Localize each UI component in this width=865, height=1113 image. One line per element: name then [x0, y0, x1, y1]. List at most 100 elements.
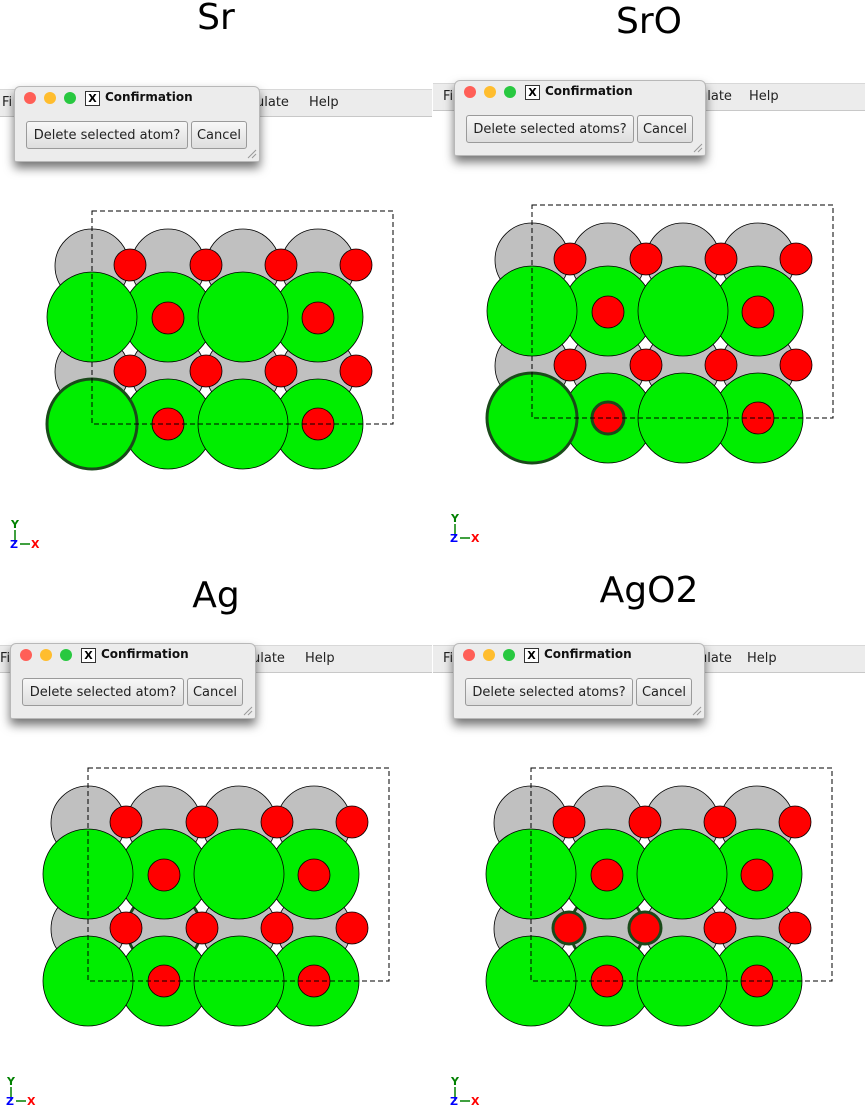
oxygen-atom[interactable] — [778, 805, 812, 839]
oxygen-atom[interactable] — [189, 248, 223, 282]
menu-file[interactable]: Fi — [2, 95, 13, 110]
cancel-button[interactable]: Cancel — [636, 678, 692, 706]
sr-atom[interactable] — [485, 371, 579, 465]
axis-indicator: Y Z X — [10, 518, 40, 551]
menu-help[interactable]: Help — [747, 651, 777, 666]
oxygen-atom[interactable] — [264, 248, 298, 282]
oxygen-atom[interactable] — [740, 858, 774, 892]
oxygen-atom[interactable] — [629, 242, 663, 276]
oxygen-atom[interactable] — [551, 910, 587, 946]
maximize-window-button[interactable] — [64, 92, 76, 104]
menu-calculate[interactable]: ulate — [252, 651, 285, 666]
delete-confirm-button[interactable]: Delete selected atoms? — [465, 678, 633, 706]
maximize-window-button[interactable] — [60, 649, 72, 661]
menu-calculate[interactable]: ulate — [699, 651, 732, 666]
oxygen-atom[interactable] — [703, 805, 737, 839]
menu-file[interactable]: Fi — [443, 651, 454, 666]
oxygen-atom[interactable] — [553, 242, 587, 276]
oxygen-atom[interactable] — [335, 805, 369, 839]
panel-ago2: AgO2 Fi ulate Help X Confirmation Delete… — [433, 557, 865, 1113]
cancel-button[interactable]: Cancel — [191, 121, 247, 149]
menu-file[interactable]: Fi — [0, 651, 11, 666]
resize-grip-icon[interactable] — [247, 149, 257, 159]
oxygen-atom[interactable] — [189, 354, 223, 388]
oxygen-atom[interactable] — [260, 805, 294, 839]
oxygen-atom[interactable] — [113, 354, 147, 388]
cancel-button[interactable]: Cancel — [637, 115, 693, 143]
dialog-titlebar[interactable]: X Confirmation — [15, 87, 259, 109]
structure-view[interactable] — [433, 0, 865, 556]
oxygen-atom[interactable] — [590, 858, 624, 892]
oxygen-atom[interactable] — [339, 248, 373, 282]
unit-cell-outline[interactable] — [531, 204, 834, 419]
oxygen-atom[interactable] — [552, 805, 586, 839]
resize-grip-icon[interactable] — [692, 706, 702, 716]
oxygen-atom[interactable] — [704, 242, 738, 276]
delete-confirm-button[interactable]: Delete selected atom? — [26, 121, 188, 149]
oxygen-atom[interactable] — [704, 348, 738, 382]
oxygen-atom[interactable] — [339, 354, 373, 388]
oxygen-atom[interactable] — [185, 911, 219, 945]
menu-file[interactable]: Fi — [443, 89, 454, 104]
delete-confirm-button[interactable]: Delete selected atoms? — [466, 115, 634, 143]
resize-grip-icon[interactable] — [243, 706, 253, 716]
maximize-window-button[interactable] — [503, 649, 515, 661]
minimize-window-button[interactable] — [44, 92, 56, 104]
sr-atom[interactable] — [42, 935, 134, 1027]
oxygen-atom[interactable] — [185, 805, 219, 839]
delete-confirm-button[interactable]: Delete selected atom? — [22, 678, 184, 706]
sr-atom[interactable] — [636, 828, 728, 920]
close-window-button[interactable] — [464, 86, 476, 98]
unit-cell-outline[interactable] — [530, 767, 833, 982]
oxygen-atom[interactable] — [628, 805, 662, 839]
oxygen-atom[interactable] — [779, 348, 813, 382]
oxygen-atom[interactable] — [553, 348, 587, 382]
oxygen-atom[interactable] — [741, 295, 775, 329]
dialog-titlebar[interactable]: X Confirmation — [455, 81, 705, 103]
oxygen-atom[interactable] — [629, 348, 663, 382]
unit-cell-outline[interactable] — [91, 210, 394, 425]
oxygen-atom[interactable] — [147, 858, 181, 892]
oxygen-atom[interactable] — [779, 242, 813, 276]
close-window-button[interactable] — [20, 649, 32, 661]
oxygen-atom[interactable] — [260, 911, 294, 945]
menu-calculate[interactable]: ulate — [256, 95, 289, 110]
sr-atom[interactable] — [197, 271, 289, 363]
close-window-button[interactable] — [463, 649, 475, 661]
minimize-window-button[interactable] — [484, 86, 496, 98]
menu-help[interactable]: Help — [309, 95, 339, 110]
confirmation-dialog: X Confirmation Delete selected atoms? Ca… — [453, 643, 705, 719]
minimize-window-button[interactable] — [483, 649, 495, 661]
oxygen-atom[interactable] — [778, 911, 812, 945]
minimize-window-button[interactable] — [40, 649, 52, 661]
maximize-window-button[interactable] — [504, 86, 516, 98]
sr-atom[interactable] — [637, 265, 729, 357]
cancel-button[interactable]: Cancel — [187, 678, 243, 706]
structure-view[interactable] — [433, 557, 865, 1113]
close-window-button[interactable] — [24, 92, 36, 104]
oxygen-atom[interactable] — [335, 911, 369, 945]
oxygen-atom[interactable] — [301, 301, 335, 335]
menu-help[interactable]: Help — [749, 89, 779, 104]
confirmation-dialog: X Confirmation Delete selected atoms? Ca… — [454, 80, 706, 156]
unit-cell-outline[interactable] — [87, 767, 390, 982]
oxygen-atom[interactable] — [109, 911, 143, 945]
dialog-titlebar[interactable]: X Confirmation — [11, 644, 255, 666]
oxygen-atom[interactable] — [264, 354, 298, 388]
menu-help[interactable]: Help — [305, 651, 335, 666]
oxygen-atom[interactable] — [297, 858, 331, 892]
resize-grip-icon[interactable] — [693, 143, 703, 153]
oxygen-atom[interactable] — [703, 911, 737, 945]
dialog-titlebar[interactable]: X Confirmation — [454, 644, 704, 666]
structure-view[interactable] — [0, 0, 432, 556]
sr-atom[interactable] — [193, 828, 285, 920]
structure-view[interactable] — [0, 557, 432, 1113]
sr-atom[interactable] — [45, 377, 139, 471]
oxygen-atom[interactable] — [113, 248, 147, 282]
sr-atom[interactable] — [485, 935, 577, 1027]
oxygen-atom[interactable] — [151, 301, 185, 335]
oxygen-atom[interactable] — [627, 910, 663, 946]
oxygen-atom[interactable] — [591, 295, 625, 329]
menu-calculate[interactable]: ulate — [699, 89, 732, 104]
oxygen-atom[interactable] — [109, 805, 143, 839]
